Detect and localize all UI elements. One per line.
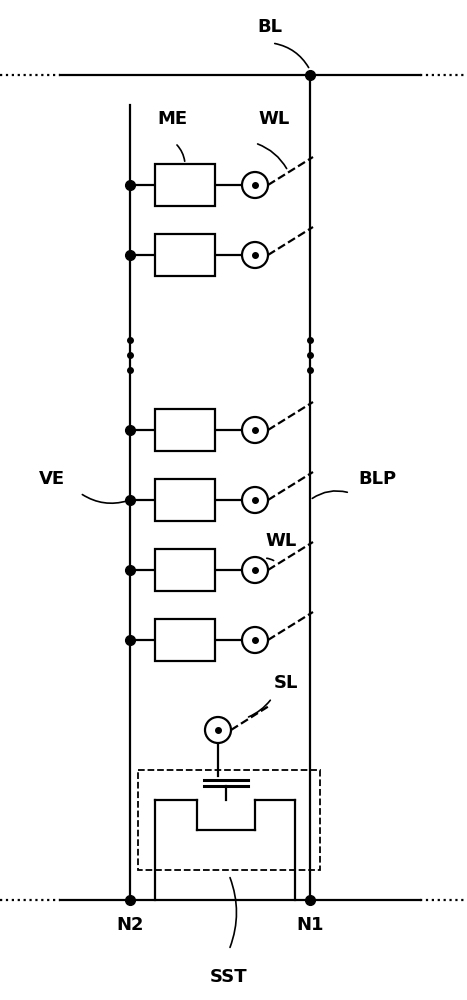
Circle shape [242, 627, 268, 653]
Text: VE: VE [39, 470, 65, 488]
Circle shape [242, 487, 268, 513]
Circle shape [242, 417, 268, 443]
Text: SL: SL [274, 674, 298, 692]
Bar [138, 770, 320, 870]
Text: WL: WL [258, 110, 289, 128]
Text: BLP: BLP [358, 470, 396, 488]
Text: N2: N2 [116, 916, 144, 934]
Bar [155, 619, 215, 661]
Bar [155, 549, 215, 591]
Circle shape [242, 172, 268, 198]
Circle shape [242, 242, 268, 268]
Bar [155, 409, 215, 451]
Bar [155, 479, 215, 521]
Bar [155, 234, 215, 276]
Text: ME: ME [157, 110, 187, 128]
Bar [155, 164, 215, 206]
Text: BL: BL [257, 18, 283, 36]
Text: N1: N1 [296, 916, 324, 934]
Text: WL: WL [265, 532, 296, 550]
Text: SST: SST [210, 968, 248, 986]
Circle shape [242, 557, 268, 583]
Circle shape [205, 717, 231, 743]
